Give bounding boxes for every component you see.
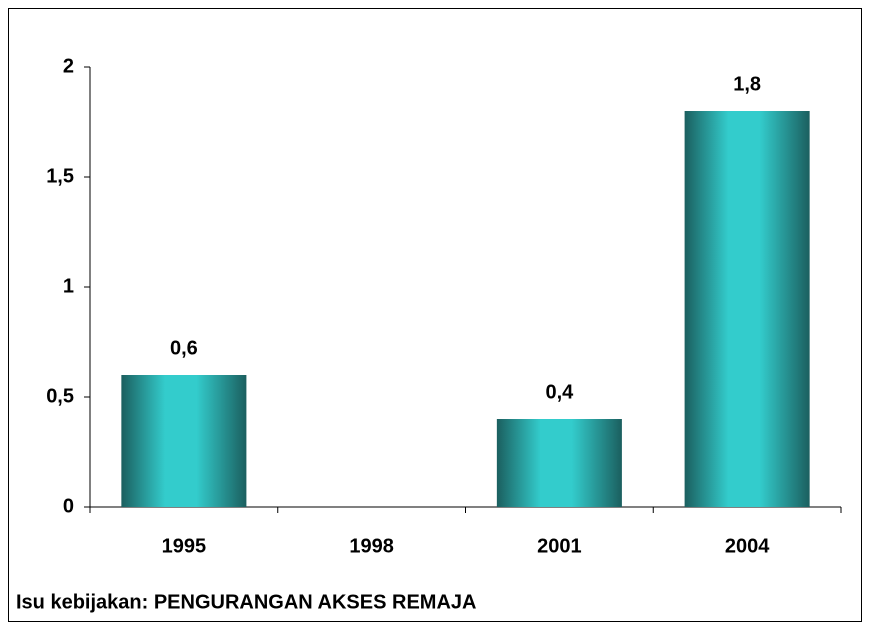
value-label: 1,8 (733, 73, 761, 95)
x-tick-label: 1998 (349, 535, 394, 557)
x-tick-label: 1995 (162, 535, 207, 557)
caption: Isu kebijakan: PENGURANGAN AKSES REMAJA (16, 591, 476, 613)
x-tick-label: 2001 (537, 535, 582, 557)
y-tick-label: 2 (63, 55, 74, 77)
y-tick-label: 0,5 (46, 385, 74, 407)
y-tick-label: 1,5 (46, 165, 74, 187)
y-tick-label: 0 (63, 495, 74, 517)
value-label: 0,4 (545, 381, 574, 403)
bar (684, 111, 810, 507)
y-tick-label: 1 (63, 275, 74, 297)
bar (496, 419, 622, 507)
bar (121, 375, 247, 507)
value-label: 0,6 (170, 337, 198, 359)
x-tick-label: 2004 (725, 535, 770, 557)
